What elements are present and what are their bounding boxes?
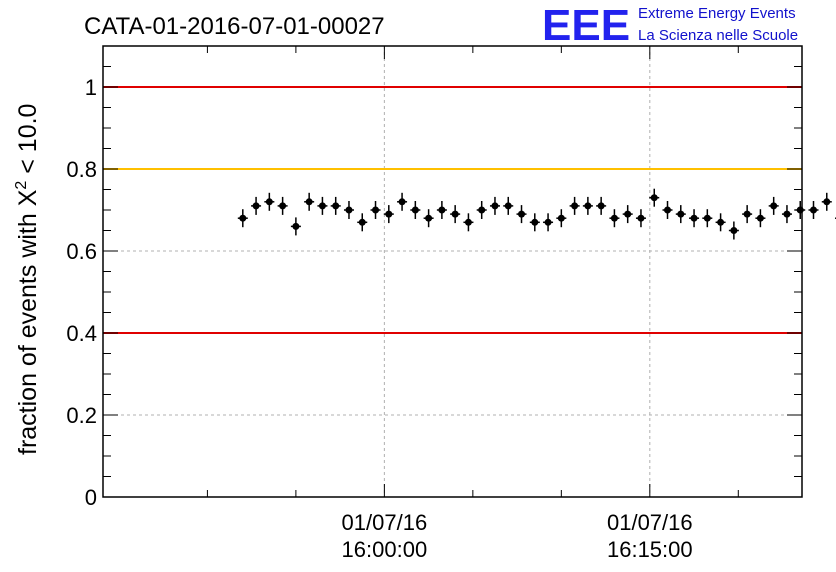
y-tick-label: 0.6 [66,239,97,264]
data-point [810,206,818,214]
data-point [491,202,499,210]
data-point [624,210,632,218]
reference-lines [103,86,802,334]
data-point [451,210,459,218]
data-point [544,218,552,226]
x-tick-date-label: 01/07/16 [607,510,693,535]
y-tick-label: 1 [85,75,97,100]
chart-title: CATA-01-2016-07-01-00027 [84,13,385,40]
data-point [756,214,764,222]
data-point [650,194,658,202]
data-point [770,202,778,210]
data-points [237,188,836,240]
y-axis-label-tail: < 10.0 [14,104,42,181]
y-tick-label: 0 [85,485,97,510]
y-axis-label: fraction of events with X2 < 10.0 [13,104,42,455]
data-point [518,210,526,218]
logo-line-1: Extreme Energy Events [638,5,796,22]
data-point [531,218,539,226]
data-point [305,198,313,206]
data-point [464,218,472,226]
data-point [796,206,804,214]
y-tick-label: 0.2 [66,403,97,428]
data-point [637,214,645,222]
data-point [504,202,512,210]
logo-letters: EEE [542,1,630,50]
data-point [438,206,446,214]
data-point [783,210,791,218]
data-point [318,202,326,210]
data-point [597,202,605,210]
data-point [252,202,260,210]
data-point [372,206,380,214]
y-tick-label: 0.4 [66,321,97,346]
data-point [265,198,273,206]
data-point [677,210,685,218]
data-point [332,202,340,210]
data-point [690,214,698,222]
x-tick-date-label: 01/07/16 [342,510,428,535]
data-point [398,198,406,206]
data-point [557,214,565,222]
data-point [610,214,618,222]
data-point [279,202,287,210]
data-point [823,198,831,206]
eee-logo: EEE Extreme Energy Events La Scienza nel… [542,1,798,50]
data-point [411,206,419,214]
logo-line-2: La Scienza nelle Scuole [638,27,798,44]
data-point [345,206,353,214]
x-tick-time-label: 16:15:00 [607,537,693,562]
data-point [385,210,393,218]
y-axis-label-main: fraction of events with X [14,189,42,455]
data-point [478,206,486,214]
data-point [584,202,592,210]
data-point [743,210,751,218]
data-point [664,206,672,214]
data-point [425,214,433,222]
data-point [703,214,711,222]
data-point [292,222,300,230]
y-tick-label: 0.8 [66,157,97,182]
data-point [571,202,579,210]
data-point [358,218,366,226]
data-point [717,218,725,226]
y-axis-label-superscript: 2 [13,181,30,190]
axes: 00.20.40.60.8101/07/1616:00:0001/07/1616… [66,45,803,562]
x-tick-time-label: 16:00:00 [342,537,428,562]
data-point [239,214,247,222]
data-point [730,227,738,234]
